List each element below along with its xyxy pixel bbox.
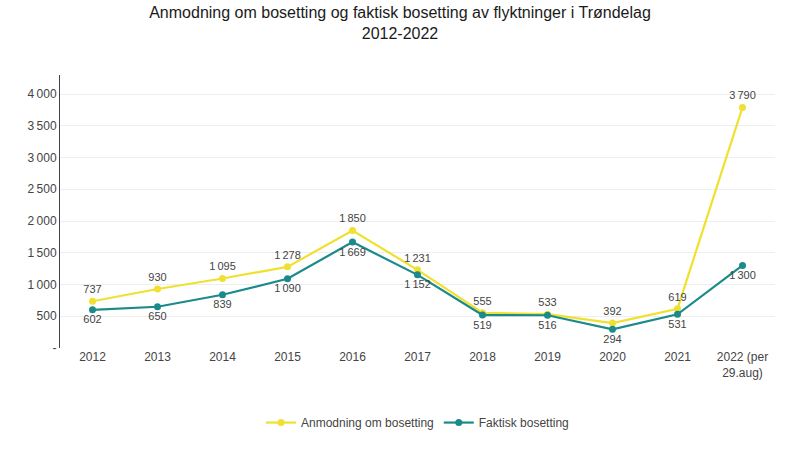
svg-text:3 790: 3 790 — [729, 89, 756, 101]
svg-text:602: 602 — [83, 313, 101, 325]
svg-text:Faktisk bosetting: Faktisk bosetting — [479, 416, 569, 430]
svg-text:1 850: 1 850 — [339, 212, 366, 224]
svg-text:2016: 2016 — [339, 350, 366, 364]
svg-text:2013: 2013 — [144, 350, 171, 364]
svg-text:2020: 2020 — [599, 350, 626, 364]
svg-text:500: 500 — [37, 309, 57, 323]
svg-text:1 000: 1 000 — [27, 278, 56, 292]
svg-text:2017: 2017 — [404, 350, 431, 364]
svg-text:1 152: 1 152 — [404, 278, 431, 290]
svg-text:2022 (per29.aug): 2022 (per29.aug) — [717, 350, 768, 380]
svg-text:2014: 2014 — [209, 350, 236, 364]
svg-text:930: 930 — [148, 271, 166, 283]
svg-text:392: 392 — [603, 305, 621, 317]
svg-text:Anmodning om bosetting: Anmodning om bosetting — [301, 416, 434, 430]
svg-text:533: 533 — [538, 296, 556, 308]
svg-text:1 669: 1 669 — [339, 246, 366, 258]
svg-text:516: 516 — [538, 319, 556, 331]
svg-text:650: 650 — [148, 310, 166, 322]
svg-text:1 300: 1 300 — [729, 269, 756, 281]
svg-text:519: 519 — [473, 319, 491, 331]
svg-text:839: 839 — [213, 298, 231, 310]
svg-text:2019: 2019 — [534, 350, 561, 364]
svg-text:1 278: 1 278 — [274, 249, 301, 261]
svg-text:294: 294 — [603, 333, 621, 345]
svg-text:2015: 2015 — [274, 350, 301, 364]
svg-text:2012: 2012 — [79, 350, 106, 364]
svg-text:1 095: 1 095 — [209, 260, 236, 272]
svg-text:1 231: 1 231 — [404, 252, 431, 264]
svg-text:555: 555 — [473, 295, 491, 307]
svg-text:3 500: 3 500 — [27, 119, 56, 133]
svg-text:Anmodning om bosetting og fakt: Anmodning om bosetting og faktisk bosett… — [149, 4, 651, 42]
svg-text:1 090: 1 090 — [274, 282, 301, 294]
svg-text:2021: 2021 — [664, 350, 691, 364]
svg-text:3 000: 3 000 — [27, 151, 56, 165]
svg-text:-: - — [53, 341, 57, 355]
svg-text:2018: 2018 — [469, 350, 496, 364]
svg-text:1 500: 1 500 — [27, 246, 56, 260]
svg-text:2 000: 2 000 — [27, 214, 56, 228]
svg-text:737: 737 — [83, 283, 101, 295]
svg-text:619: 619 — [668, 291, 686, 303]
svg-text:4 000: 4 000 — [27, 87, 56, 101]
svg-text:2 500: 2 500 — [27, 182, 56, 196]
svg-text:531: 531 — [668, 318, 686, 330]
